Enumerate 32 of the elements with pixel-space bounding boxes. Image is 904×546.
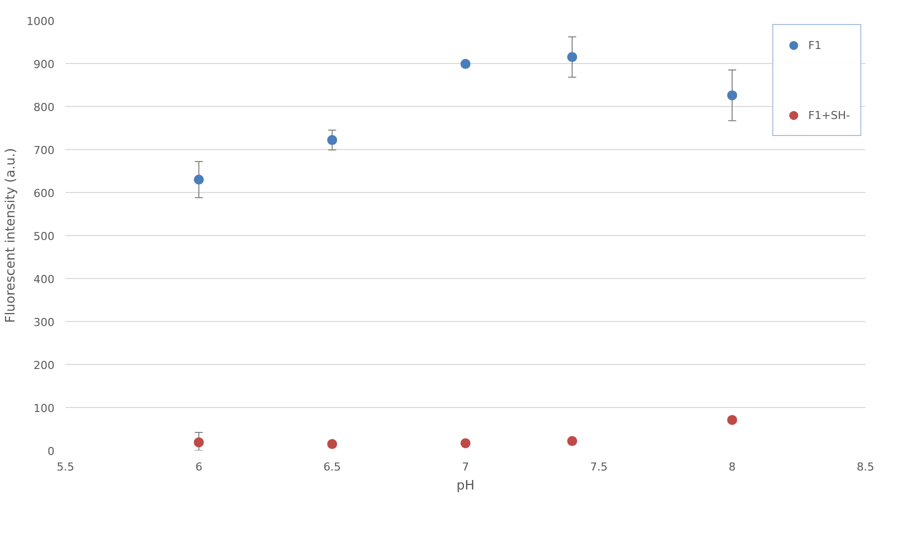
y-tick-label: 900 xyxy=(34,58,55,71)
point xyxy=(567,52,578,62)
x-tick-label: 6.5 xyxy=(323,460,341,474)
y-tick-label: 100 xyxy=(34,402,55,415)
x-tick-label: 8 xyxy=(728,460,736,474)
y-tick-label: 1000 xyxy=(26,15,55,28)
y-axis-title: Fluorescent intensity (a.u.) xyxy=(4,148,19,323)
point xyxy=(327,135,338,146)
point xyxy=(327,439,338,450)
legend-label: F1+SH- xyxy=(808,108,850,122)
point xyxy=(727,90,738,100)
y-tick-label: 0 xyxy=(48,445,54,458)
y-tick-label: 200 xyxy=(34,359,55,372)
y-tick-label: 600 xyxy=(34,187,55,200)
y-tick-label: 700 xyxy=(34,144,55,157)
x-tick-label: 7 xyxy=(462,460,469,474)
y-tick-label: 300 xyxy=(34,316,55,329)
x-tick-label: 6 xyxy=(195,460,202,474)
x-tick-label: 7.5 xyxy=(590,460,608,474)
point xyxy=(460,58,470,69)
x-tick-label: 5.5 xyxy=(56,460,74,474)
point xyxy=(567,436,578,446)
legend-label: F1 xyxy=(808,38,823,52)
y-tick-label: 400 xyxy=(34,273,55,286)
point xyxy=(460,438,470,448)
x-axis-title: pH xyxy=(456,478,475,494)
point xyxy=(727,414,738,425)
point xyxy=(194,174,204,185)
point xyxy=(194,437,204,448)
y-tick-label: 500 xyxy=(34,230,55,243)
x-tick-label: 8.5 xyxy=(856,460,874,474)
y-tick-label: 800 xyxy=(34,101,55,114)
